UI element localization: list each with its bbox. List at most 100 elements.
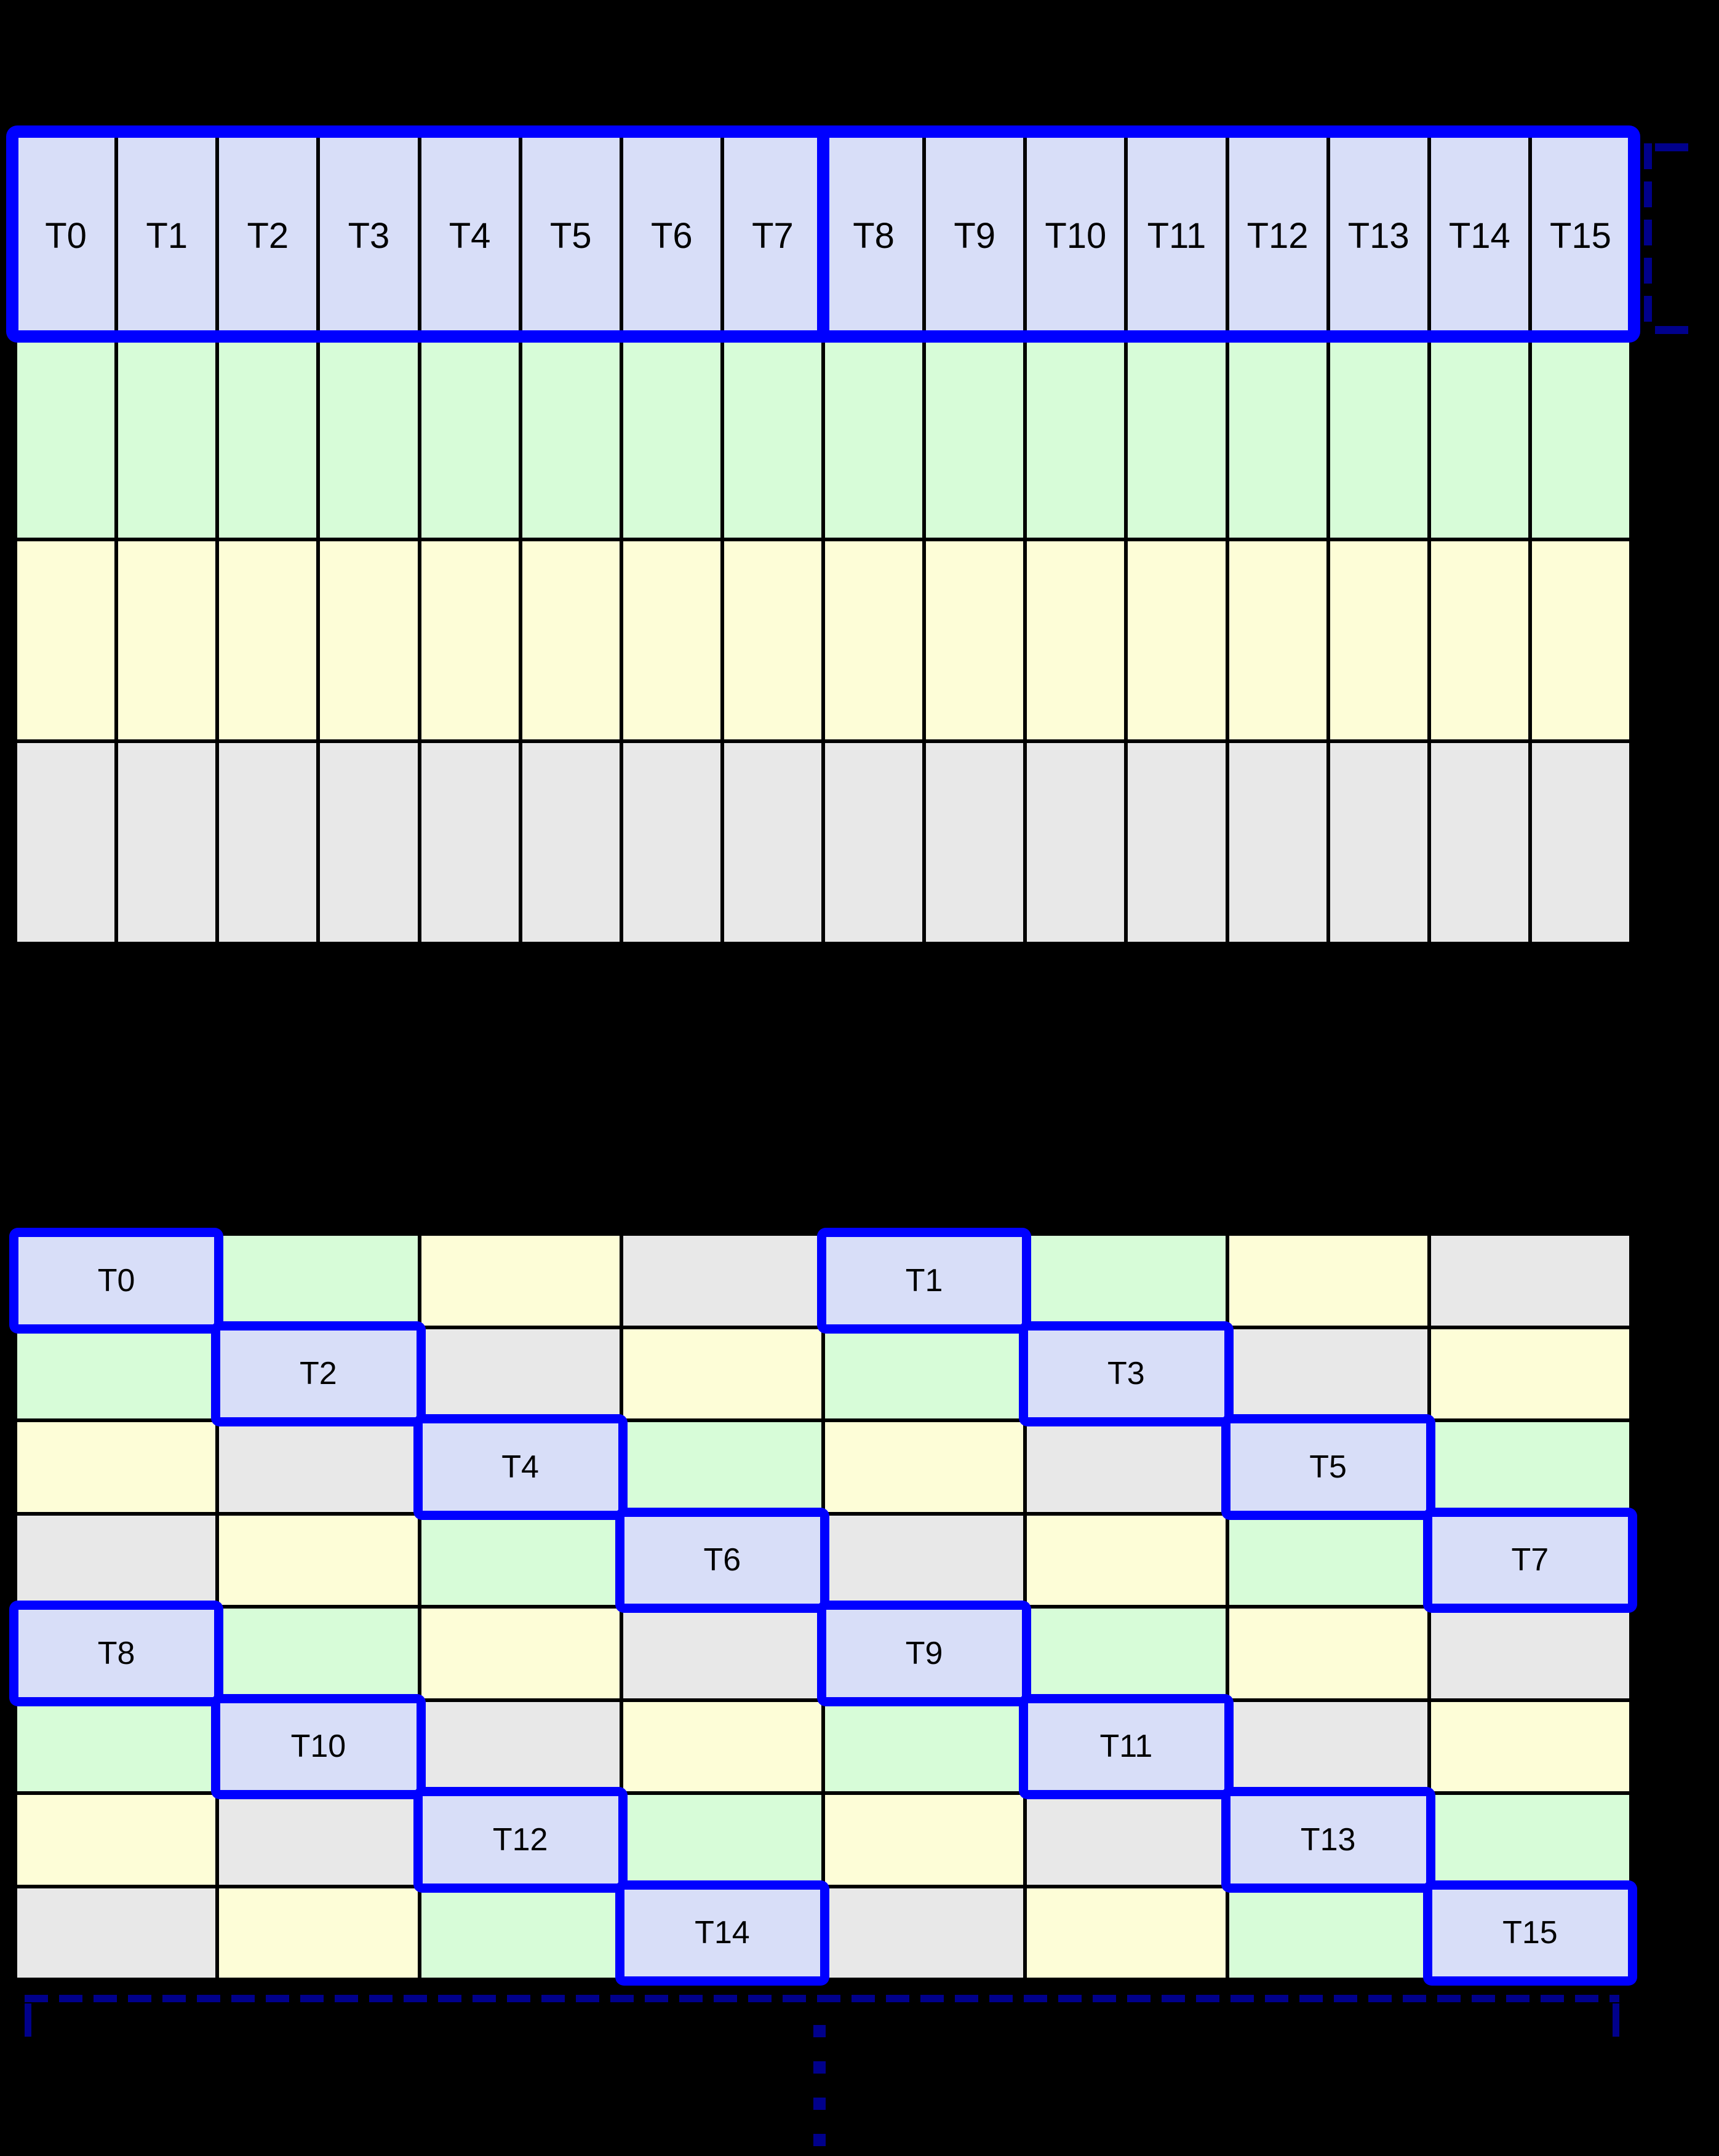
bracket-vertical-dash [1644, 296, 1652, 322]
thread-highlight-box: T2 [211, 1321, 426, 1426]
bracket-horizontal-dash [1265, 1995, 1288, 2002]
memory-cell [17, 1701, 216, 1791]
top-grid-cells: T0 T1 T2 T3 T4 T5 T6 T7 T8 T9 T10 T11 T12 T13 T14 T15 [14, 133, 1633, 945]
memory-cell [421, 1329, 620, 1418]
memory-cell [421, 1888, 620, 1978]
bracket-horizontal-dash [1472, 1995, 1495, 2002]
bracket-horizontal-dash [94, 1995, 117, 2002]
memory-cell [1229, 1329, 1427, 1418]
memory-cell [825, 1795, 1024, 1885]
bracket-horizontal-dash [1058, 1995, 1082, 2002]
bracket-horizontal-dash [989, 1995, 1013, 2002]
memory-cell [1430, 338, 1528, 538]
bracket-horizontal-dash [1334, 1995, 1357, 2002]
memory-cell [421, 338, 519, 538]
memory-cell [320, 743, 418, 942]
memory-cell [1229, 1609, 1427, 1698]
bracket-horizontal-dash [748, 1995, 772, 2002]
memory-cell [926, 743, 1024, 942]
memory-cell [1430, 1795, 1629, 1885]
memory-cell [219, 1422, 418, 1512]
memory-cell [1128, 338, 1226, 538]
thread-cell: T3 [320, 137, 418, 335]
memory-cell [17, 1795, 216, 1885]
memory-cell [1330, 541, 1427, 740]
memory-cell [522, 541, 620, 740]
memory-cell [219, 1515, 418, 1605]
memory-cell [421, 1515, 620, 1605]
memory-cell [825, 1422, 1024, 1512]
bracket-horizontal-dash [576, 1995, 599, 2002]
bracket-horizontal-dash [1575, 1995, 1598, 2002]
thread-highlight-box: T13 [1221, 1787, 1435, 1893]
thread-cell: T0 [17, 137, 115, 335]
top-access-grid: T0 T1 T2 T3 T4 T5 T6 T7 T8 T9 T10 T11 T12 T13 T14 T15 [6, 125, 1640, 945]
bracket-horizontal-dash [679, 1995, 703, 2002]
ellipsis-dot [813, 2134, 826, 2146]
memory-cell [926, 338, 1024, 538]
memory-cell [825, 1515, 1024, 1605]
memory-cell [17, 541, 115, 740]
thread-cell: T6 [623, 137, 720, 335]
memory-cell [1027, 743, 1125, 942]
ellipsis-dot [813, 2025, 826, 2037]
memory-cell [421, 1701, 620, 1791]
thread-highlight-box: T1 [817, 1228, 1032, 1334]
memory-cell [421, 1236, 620, 1326]
memory-cell [421, 743, 519, 942]
thread-highlight-box: T12 [413, 1787, 628, 1893]
memory-cell [421, 541, 519, 740]
memory-cell [118, 743, 216, 942]
memory-cell [219, 541, 317, 740]
thread-cell: T1 [118, 137, 216, 335]
memory-cell [17, 1329, 216, 1418]
memory-cell [623, 1329, 821, 1418]
memory-cell [118, 338, 216, 538]
memory-cell [825, 1888, 1024, 1978]
memory-cell [219, 743, 317, 942]
thread-highlight-box: T11 [1019, 1693, 1234, 1799]
memory-cell [623, 1795, 821, 1885]
bracket-bottom-arm [1655, 326, 1688, 334]
bracket-horizontal-dash [541, 1995, 565, 2002]
bracket-vertical-dash [1644, 181, 1652, 207]
thread-cell: T10 [1027, 137, 1125, 335]
memory-cell [1531, 743, 1629, 942]
bracket-horizontal-dash [783, 1995, 806, 2002]
memory-cell [1430, 1236, 1629, 1326]
memory-cell [623, 743, 720, 942]
thread-cell: T12 [1229, 137, 1326, 335]
bracket-horizontal-dash [886, 1995, 909, 2002]
memory-cell [623, 1701, 821, 1791]
memory-cell [1330, 743, 1427, 942]
memory-cell [522, 338, 620, 538]
memory-cell [825, 1329, 1024, 1418]
memory-cell [926, 541, 1024, 740]
bracket-horizontal-dash [438, 1995, 461, 2002]
memory-cell [1229, 1515, 1427, 1605]
bracket-horizontal-dash [1230, 1995, 1254, 2002]
bracket-horizontal-dash [714, 1995, 737, 2002]
memory-cell [1430, 743, 1528, 942]
bracket-horizontal-dash [1299, 1995, 1323, 2002]
bracket-horizontal-dash [473, 1995, 496, 2002]
bracket-horizontal-dash [25, 1995, 48, 2002]
memory-cell [1027, 1795, 1226, 1885]
thread-cell: T7 [724, 137, 821, 335]
thread-cell: T14 [1430, 137, 1528, 335]
bracket-horizontal-dash [1437, 1995, 1461, 2002]
memory-cell [118, 541, 216, 740]
memory-cell [1128, 541, 1226, 740]
memory-cell [1229, 338, 1326, 538]
memory-cell [623, 1236, 821, 1326]
thread-cell: T9 [926, 137, 1024, 335]
memory-cell [17, 1888, 216, 1978]
bracket-horizontal-dash [59, 1995, 82, 2002]
memory-cell [522, 743, 620, 942]
bracket-horizontal-dash [1609, 1995, 1619, 2002]
bracket-right-tick [1613, 2003, 1619, 2037]
memory-cell [825, 338, 923, 538]
bracket-horizontal-dash [404, 1995, 427, 2002]
thread-highlight-box: T5 [1221, 1414, 1435, 1520]
bracket-horizontal-dash [1024, 1995, 1047, 2002]
